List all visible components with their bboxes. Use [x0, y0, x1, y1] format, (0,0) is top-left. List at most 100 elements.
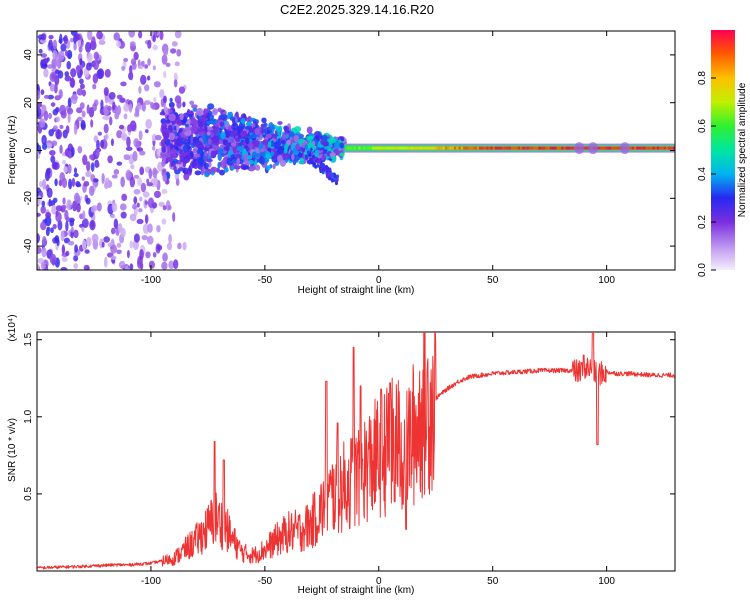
spectral-line-core: [381, 146, 384, 150]
spectrogram-speckle: [41, 247, 47, 258]
spectral-line-core: [387, 146, 391, 150]
spectrogram-speckle: [82, 154, 88, 166]
spectrogram-speckle: [42, 179, 47, 190]
spectrogram-speckle: [126, 249, 130, 259]
spectrogram-speckle: [104, 94, 109, 104]
spectrogram-speckle: [76, 202, 81, 213]
spectrogram-speckle: [96, 69, 103, 80]
spectrogram-speckle: [129, 213, 137, 222]
spectrogram-speckle: [129, 263, 134, 270]
spectrogram-speckle: [42, 235, 47, 246]
spectral-line-core: [672, 146, 675, 150]
spectrogram-speckle: [43, 94, 50, 99]
spectrogram-band-blob: [182, 167, 189, 175]
spectrogram-speckle: [136, 218, 144, 225]
spectrogram-speckle: [76, 107, 83, 114]
spectrogram-band-blob: [235, 137, 241, 143]
spectrogram-speckle: [144, 84, 150, 92]
spectrogram-speckle: [89, 154, 95, 160]
spectrogram-speckle: [138, 130, 143, 141]
spectral-line-core: [360, 146, 363, 150]
spectrogram-band-blob: [212, 126, 220, 132]
spectral-line-core: [542, 146, 546, 150]
spectral-line-core: [659, 146, 662, 150]
spectrogram-y-tick-label: 20: [23, 97, 34, 109]
spectral-line-core: [513, 146, 516, 150]
spectrogram-speckle: [92, 102, 97, 112]
spectrogram-band-blob: [162, 173, 168, 182]
spectral-line-core: [490, 146, 493, 150]
spectrogram-speckle: [48, 34, 54, 40]
spectrogram-speckle: [60, 230, 65, 242]
spectrogram-tail-blob: [311, 154, 315, 159]
spectrogram-band-blob: [334, 141, 341, 150]
spectrogram-speckle: [100, 139, 105, 149]
spectral-line-core: [613, 146, 616, 150]
spectral-line-core: [602, 146, 605, 150]
spectral-line-core: [401, 146, 404, 150]
spectrogram-band-blob: [235, 111, 239, 119]
spectrogram-speckle: [147, 39, 152, 49]
spectrogram-band-blob: [286, 139, 291, 146]
spectrogram-speckle: [61, 177, 68, 189]
spectrogram-speckle: [161, 188, 168, 195]
spectrogram-band-blob: [240, 117, 246, 125]
spectrogram-speckle: [130, 58, 137, 65]
spectrogram-speckle: [51, 204, 57, 215]
spectrogram-speckle: [173, 79, 178, 88]
spectrogram-speckle: [61, 256, 68, 263]
spectrogram-speckle: [48, 198, 52, 207]
spectrogram-band-blob: [184, 131, 192, 136]
spectral-line-core: [510, 146, 514, 150]
spectrogram-speckle: [128, 103, 133, 113]
spectral-line-core: [583, 146, 587, 150]
spectrogram-speckle: [120, 227, 126, 238]
spectrogram-speckle: [73, 173, 79, 178]
spectral-line-core: [371, 146, 375, 150]
spectrogram-speckle: [60, 43, 67, 52]
spectrogram-band-blob: [233, 165, 241, 170]
spectrogram-speckle: [161, 261, 168, 270]
spectral-line-core: [504, 146, 507, 150]
spectrogram-band-blob: [187, 136, 191, 145]
spectrogram-speckle: [124, 265, 129, 270]
snr-scale-label: (x10⁴): [7, 314, 18, 341]
spectrogram-speckle: [163, 48, 169, 56]
spectrogram-speckle: [111, 202, 118, 213]
spectral-line-core: [554, 146, 557, 150]
spectral-line-core: [561, 146, 564, 150]
spectrogram-speckle: [161, 54, 168, 65]
spectrogram-speckle: [103, 86, 109, 97]
spectrogram-speckle: [55, 106, 60, 113]
spectrogram-tail-blob: [322, 163, 326, 168]
spectrogram-speckle: [40, 261, 46, 270]
spectrogram-band-blob: [244, 125, 250, 130]
spectrogram-band-blob: [206, 126, 213, 131]
spectrogram-band-blob: [190, 126, 198, 133]
spectrogram-speckle: [161, 218, 167, 225]
spectrogram-speckle: [138, 31, 143, 39]
spectrogram-speckle: [75, 64, 81, 75]
spectral-line-core: [563, 146, 566, 150]
spectrogram-speckle: [120, 132, 128, 140]
spectrogram-speckle: [105, 133, 109, 140]
spectrogram-speckle: [163, 70, 167, 79]
spectrogram-speckle: [162, 252, 168, 262]
spectrogram-speckle: [116, 94, 123, 100]
spectrogram-speckle: [61, 244, 65, 255]
spectrogram-band-blob: [236, 146, 244, 152]
spectrogram-band-blob: [270, 140, 275, 147]
spectrogram-x-tick-label: 100: [598, 275, 615, 286]
spectral-line-core: [460, 146, 464, 150]
spectrogram-speckle: [108, 91, 116, 100]
spectral-line-core: [649, 146, 653, 150]
spectrogram-band-blob: [194, 170, 202, 176]
spectrogram-speckle: [57, 219, 63, 231]
spectrogram-speckle: [50, 227, 54, 234]
spectral-line-core: [424, 146, 427, 150]
spectral-line-core: [483, 146, 486, 150]
spectrogram-band-blob: [251, 151, 257, 159]
spectrogram-speckle: [49, 83, 55, 92]
spectrogram-band-blob: [212, 107, 219, 116]
spectrogram-band-blob: [277, 145, 285, 154]
